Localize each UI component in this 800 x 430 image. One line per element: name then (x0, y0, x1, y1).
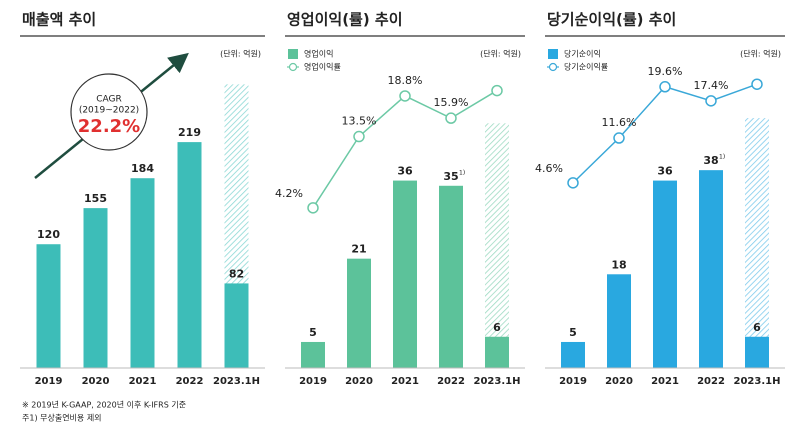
bar (177, 142, 202, 368)
x-tick-label: 2020 (345, 376, 373, 387)
chart-title: 영업이익(률) 추이 (287, 11, 403, 29)
bar-value-label: 5 (569, 326, 577, 339)
unit-label: (단위: 억원) (480, 49, 521, 59)
x-tick-label: 2023.1H (213, 376, 260, 387)
line-point (353, 130, 365, 143)
line-point (445, 112, 457, 124)
x-tick-label: 2020 (605, 376, 633, 387)
bar (485, 336, 509, 368)
line-point (491, 84, 503, 97)
cagr-circle (70, 73, 148, 151)
line-value-label: 19.6% (648, 65, 683, 78)
line-value-label: 15.9% (434, 96, 469, 109)
x-tick-label: 2019 (559, 376, 587, 387)
bar (301, 341, 325, 368)
x-tick-label: 2021 (391, 376, 419, 387)
bar (653, 180, 677, 368)
line-point (307, 202, 319, 214)
chart-title: 매출액 추이 (22, 11, 96, 29)
cagr-value: 22.2% (78, 116, 140, 137)
x-tick-label: 2019 (35, 376, 63, 387)
bar (83, 208, 108, 368)
x-tick-label: 2021 (129, 376, 157, 387)
legend-label: 당기순이익률 (564, 62, 608, 72)
bar-value-label: 5 (309, 326, 317, 339)
x-tick-label: 2022 (437, 376, 465, 387)
line-point (705, 95, 717, 107)
bar (393, 180, 417, 368)
x-tick-label: 2022 (697, 376, 725, 387)
bar-value-label: 120 (37, 228, 60, 241)
legend-label: 영업이익률 (304, 62, 341, 72)
x-tick-label: 2023.1H (734, 376, 781, 387)
cagr-label: CAGR (96, 95, 122, 105)
bar (561, 341, 585, 368)
bar-value-label: 184 (131, 162, 154, 175)
unit-label: (단위: 억원) (740, 49, 781, 59)
bar (36, 244, 61, 368)
note: 주1) 무상출연비용 제외 (22, 413, 102, 423)
legend-swatch (548, 49, 558, 59)
bar (130, 178, 155, 368)
line-value-label: 4.6% (535, 162, 563, 175)
bar-value-label: 38 (703, 154, 718, 167)
legend-label: 영업이익 (304, 49, 333, 59)
footnote-mark: 1) (719, 154, 725, 161)
line-value-label: 4.2% (275, 187, 303, 200)
bar (347, 258, 371, 368)
x-tick-label: 2022 (176, 376, 204, 387)
x-tick-label: 2020 (82, 376, 110, 387)
hatched-bar (485, 123, 509, 368)
bar (224, 283, 249, 368)
line-point (399, 90, 411, 102)
note: ※ 2019년 K-GAAP, 2020년 이후 K-IFRS 기준 (22, 400, 186, 410)
bar-value-label: 35 (443, 170, 458, 183)
legend-label: 당기순이익 (564, 49, 601, 59)
line-point (659, 81, 671, 93)
legend-marker (288, 62, 298, 72)
bar-value-label: 82 (229, 267, 244, 280)
legend-marker (548, 62, 558, 72)
footnote-mark: 1) (459, 169, 465, 176)
legend-swatch (288, 49, 298, 59)
x-tick-label: 2019 (299, 376, 327, 387)
hatched-bar (745, 118, 769, 368)
cagr-period: (2019~2022) (79, 106, 139, 116)
bar (699, 170, 723, 368)
x-tick-label: 2023.1H (474, 376, 521, 387)
bar-value-label: 155 (84, 192, 107, 205)
bar-value-label: 6 (493, 321, 501, 334)
bar-value-label: 21 (351, 243, 366, 256)
line-value-label: 11.6% (602, 116, 637, 129)
bar-value-label: 18 (611, 258, 626, 271)
x-tick-label: 2021 (651, 376, 679, 387)
bar-value-label: 36 (657, 165, 673, 178)
bar-value-label: 36 (397, 165, 413, 178)
bar (745, 336, 769, 368)
line-point (567, 177, 579, 189)
line-value-label: 17.4% (694, 79, 729, 92)
line-value-label: 13.5% (342, 115, 377, 128)
bar (439, 185, 463, 368)
line-point (613, 132, 625, 144)
bar (607, 274, 631, 368)
bar-value-label: 6 (753, 321, 761, 334)
line-point (751, 78, 763, 90)
bar-value-label: 219 (178, 126, 201, 139)
unit-label: (단위: 억원) (220, 49, 261, 59)
chart-title: 당기순이익(률) 추이 (547, 11, 676, 29)
line-value-label: 18.8% (388, 74, 423, 87)
